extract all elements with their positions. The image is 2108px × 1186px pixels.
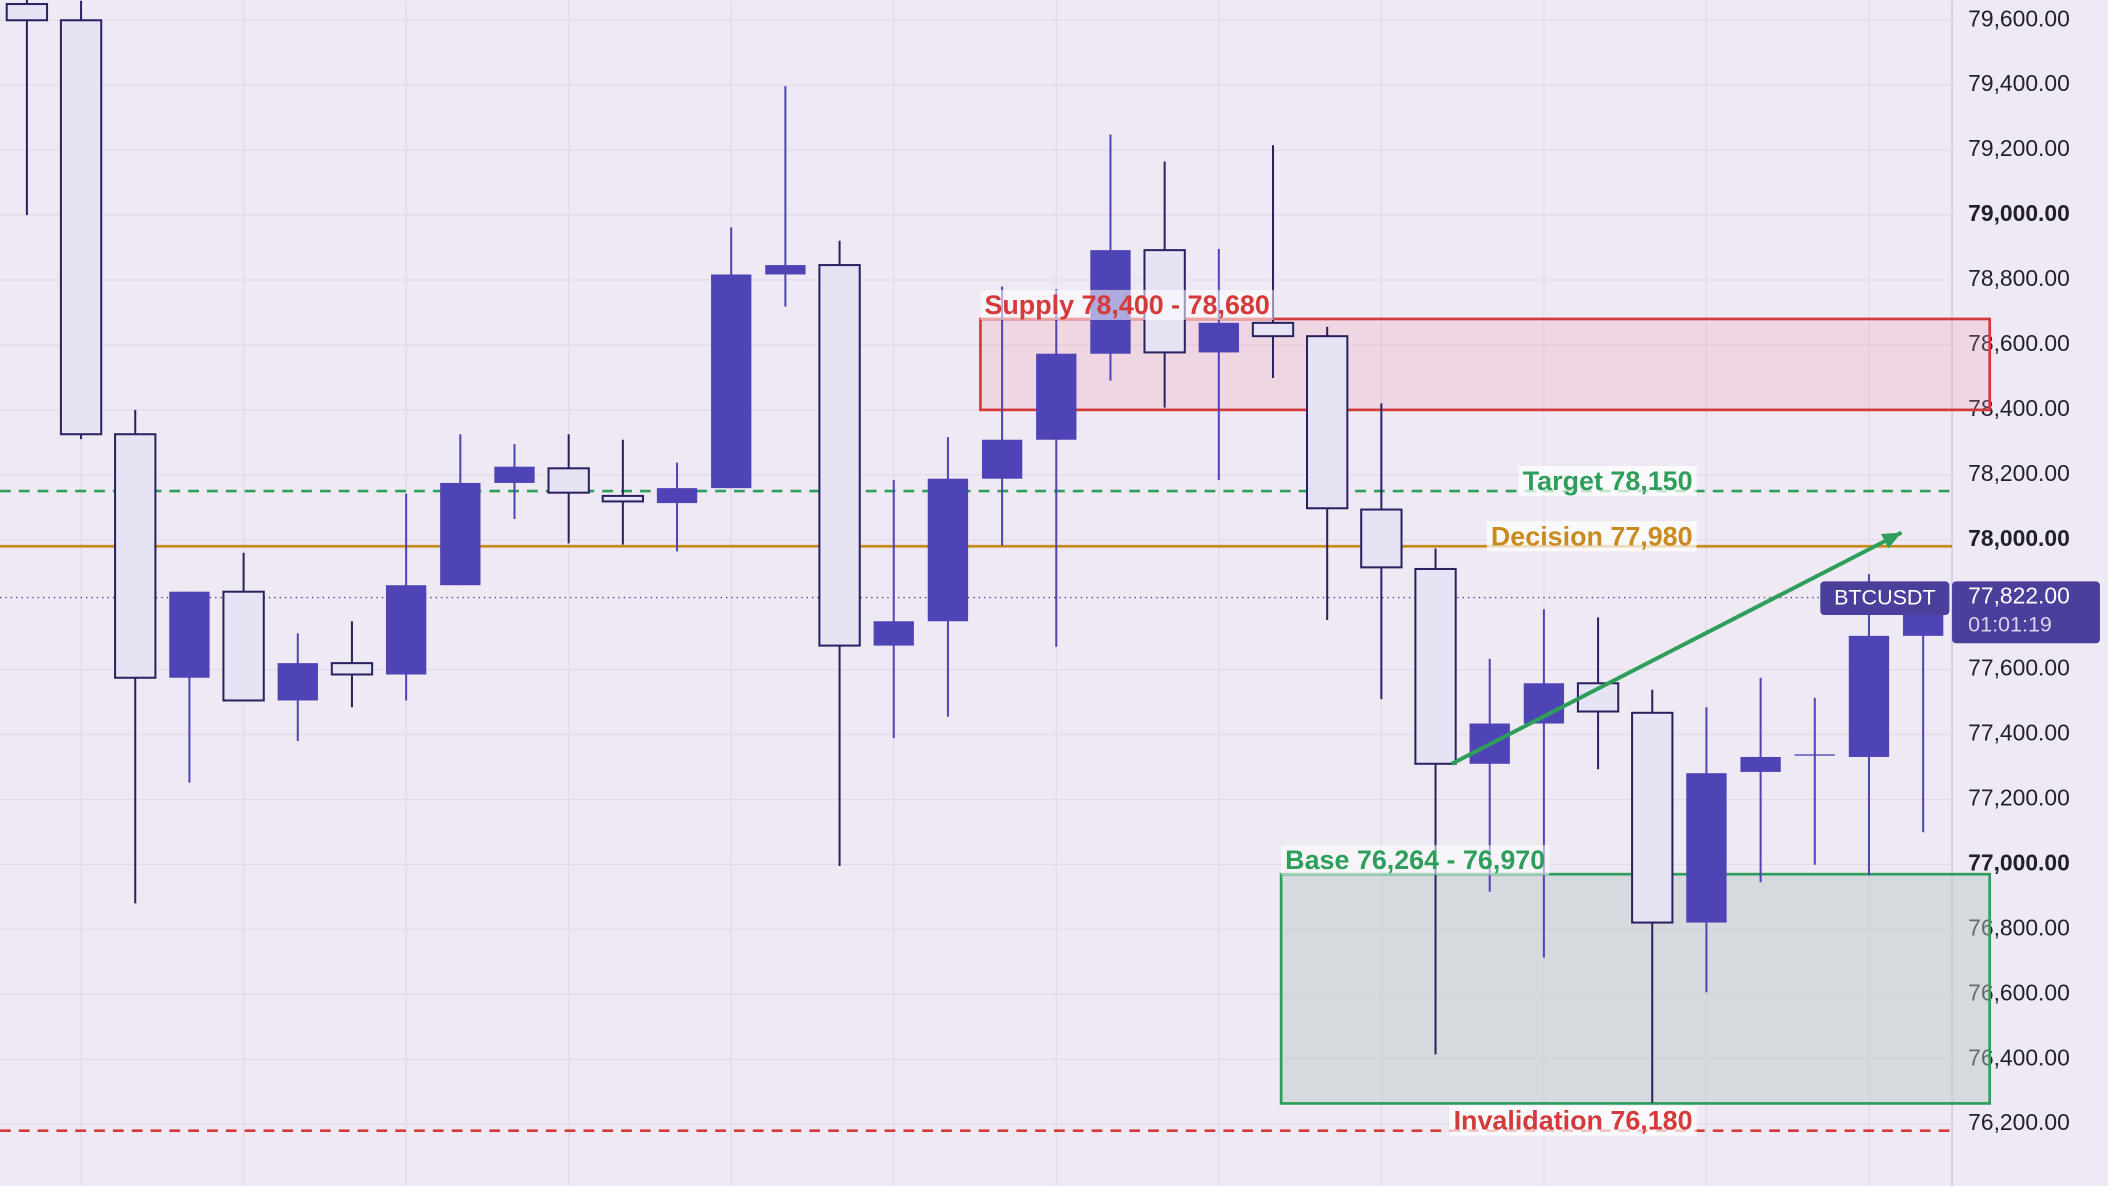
candle-body: [981, 439, 1023, 479]
y-tick-label: 78,200.00: [1968, 460, 2070, 486]
y-tick-label: 76,400.00: [1968, 1044, 2070, 1070]
annotation: Invalidation 76,180: [1449, 1105, 1697, 1136]
y-tick-label: 79,400.00: [1968, 70, 2070, 96]
arrow-head: [1881, 532, 1902, 549]
y-tick-label: 77,600.00: [1968, 655, 2070, 681]
y-tick-label: 77,200.00: [1968, 785, 2070, 811]
candle-body: [1198, 322, 1239, 353]
label-bg: [1518, 466, 1697, 497]
annotation: Target 78,150: [1518, 466, 1697, 497]
candle-body: [873, 621, 914, 646]
candle-body: [818, 264, 861, 647]
candle-body: [1631, 711, 1674, 924]
annotation: Decision 77,980: [1486, 521, 1697, 552]
y-tick-label: 79,200.00: [1968, 135, 2070, 161]
candle-body: [330, 662, 374, 676]
zone: [979, 317, 1992, 412]
candle-body: [1740, 756, 1781, 772]
candle-body: [656, 488, 698, 504]
annotation-label: Decision 77,980: [1491, 521, 1693, 551]
candle-body: [494, 466, 535, 483]
candle-body: [5, 3, 49, 22]
candle-body: [927, 478, 969, 622]
candle-body: [711, 274, 752, 489]
candle-body: [59, 19, 103, 436]
candle-body: [765, 265, 806, 275]
countdown-label: 01:01:19: [1968, 612, 2052, 636]
candle-body: [601, 494, 645, 503]
symbol-label: BTCUSDT: [1834, 586, 1936, 610]
y-tick-label: 76,200.00: [1968, 1109, 2070, 1135]
candle-body: [1848, 635, 1890, 757]
price-tag: [1952, 581, 2100, 644]
y-tick-label: 79,600.00: [1968, 5, 2070, 31]
trend-arrow: [1450, 530, 1903, 766]
candle-body: [440, 482, 481, 586]
y-tick-label: 76,800.00: [1968, 914, 2070, 940]
y-tick-label: 78,000.00: [1968, 525, 2070, 551]
annotation-label: Base 76,264 - 76,970: [1285, 845, 1545, 875]
candle-body: [1251, 321, 1295, 338]
candle-body: [385, 585, 427, 675]
label-bg: [1449, 1105, 1697, 1136]
candle-body: [1360, 508, 1403, 569]
y-tick-label: 77,400.00: [1968, 720, 2070, 746]
symbol-tag: [1820, 581, 1950, 616]
candle-body: [1306, 335, 1349, 510]
label-bg: [980, 289, 1274, 320]
y-tick-label: 79,000.00: [1968, 200, 2070, 226]
last-price-label: 77,822.00: [1968, 583, 2070, 609]
y-tick-label: 78,600.00: [1968, 330, 2070, 356]
candle-body: [169, 591, 210, 678]
y-tick-label: 78,800.00: [1968, 265, 2070, 291]
annotation: Supply 78,400 - 78,680: [980, 289, 1274, 320]
annotation-label: Target 78,150: [1523, 466, 1693, 496]
y-tick-label: 78,400.00: [1968, 395, 2070, 421]
candle-body: [114, 433, 157, 679]
annotation-label: Invalidation 76,180: [1454, 1106, 1693, 1136]
label-bg: [1486, 521, 1697, 552]
candle-body: [1414, 567, 1457, 765]
y-tick-label: 76,600.00: [1968, 979, 2070, 1005]
candle-body: [1686, 773, 1727, 923]
candle-body: [1794, 754, 1835, 756]
annotation: Base 76,264 - 76,970: [1281, 845, 1550, 876]
candle-body: [547, 467, 590, 494]
candle-body: [1036, 353, 1077, 440]
y-tick-label: 77,000.00: [1968, 849, 2070, 875]
candle-body: [277, 663, 318, 701]
annotation-label: Supply 78,400 - 78,680: [984, 290, 1269, 320]
candle-body: [222, 590, 265, 702]
label-bg: [1281, 845, 1550, 876]
